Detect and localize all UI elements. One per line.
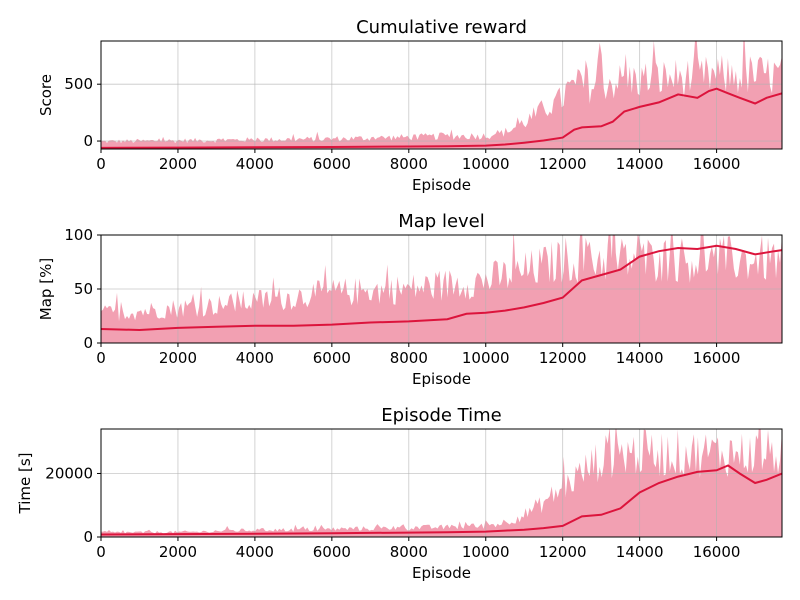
smoothed-series-line xyxy=(101,464,782,536)
chart-panel-3: 0 2000 4000 6000 8000 10000 12000 14000 16000 0 20… xyxy=(16,405,783,582)
x-tick-label: 4000 xyxy=(236,349,274,367)
x-tick-label: 4000 xyxy=(236,543,274,561)
x-tick-label: 8000 xyxy=(390,543,428,561)
x-tick-label: 14000 xyxy=(616,349,664,367)
y-tick-label: 100 xyxy=(64,226,93,244)
chart-title: Cumulative reward xyxy=(356,17,527,38)
x-tick-label: 6000 xyxy=(313,349,351,367)
x-axis-label: Episode xyxy=(412,176,471,194)
x-tick-label: 16000 xyxy=(693,543,741,561)
x-tick-label: 16000 xyxy=(693,349,741,367)
x-tick-label: 0 xyxy=(96,155,106,173)
raw-series-band xyxy=(101,41,782,149)
plot-frame xyxy=(100,40,783,150)
raw-series-band xyxy=(101,235,782,343)
x-tick-label: 14000 xyxy=(616,543,664,561)
x-tick-label: 14000 xyxy=(616,155,664,173)
x-tick-label: 2000 xyxy=(159,543,197,561)
x-tick-label: 0 xyxy=(96,349,106,367)
smoothed-series-line xyxy=(101,87,782,149)
y-tick-label: 50 xyxy=(74,280,93,298)
x-axis-label: Episode xyxy=(412,564,471,582)
y-tick-label: 0 xyxy=(83,528,93,546)
x-tick-label: 12000 xyxy=(539,349,587,367)
smoothed-series-line xyxy=(101,244,782,332)
x-tick-label: 12000 xyxy=(539,543,587,561)
y-axis-label: Map [%] xyxy=(37,258,55,320)
x-tick-label: 2000 xyxy=(159,349,197,367)
x-tick-label: 2000 xyxy=(159,155,197,173)
x-tick-label: 10000 xyxy=(462,349,510,367)
chart-title: Map level xyxy=(398,211,485,232)
chart-panel-2: 0 2000 4000 6000 8000 10000 12000 14000 16000 0 50… xyxy=(37,211,783,388)
y-axis-label: Score xyxy=(37,74,55,116)
raw-series-band xyxy=(101,429,782,537)
x-tick-label: 4000 xyxy=(236,155,274,173)
x-tick-label: 16000 xyxy=(693,155,741,173)
y-tick-label: 0 xyxy=(83,334,93,352)
plot-frame xyxy=(100,428,783,538)
x-tick-label: 6000 xyxy=(313,543,351,561)
x-tick-label: 6000 xyxy=(313,155,351,173)
x-tick-label: 12000 xyxy=(539,155,587,173)
x-tick-label: 10000 xyxy=(462,543,510,561)
y-tick-label: 500 xyxy=(64,75,93,93)
x-tick-label: 8000 xyxy=(390,155,428,173)
chart-title: Episode Time xyxy=(381,405,501,426)
x-tick-label: 10000 xyxy=(462,155,510,173)
y-tick-label: 0 xyxy=(83,132,93,150)
x-tick-label: 8000 xyxy=(390,349,428,367)
x-axis-label: Episode xyxy=(412,370,471,388)
x-tick-label: 0 xyxy=(96,543,106,561)
y-axis-label: Time [s] xyxy=(16,453,34,515)
chart-panel-1: 0 2000 4000 6000 8000 10000 12000 14000 16000 0 50… xyxy=(37,17,783,194)
y-tick-label: 20000 xyxy=(45,464,93,482)
